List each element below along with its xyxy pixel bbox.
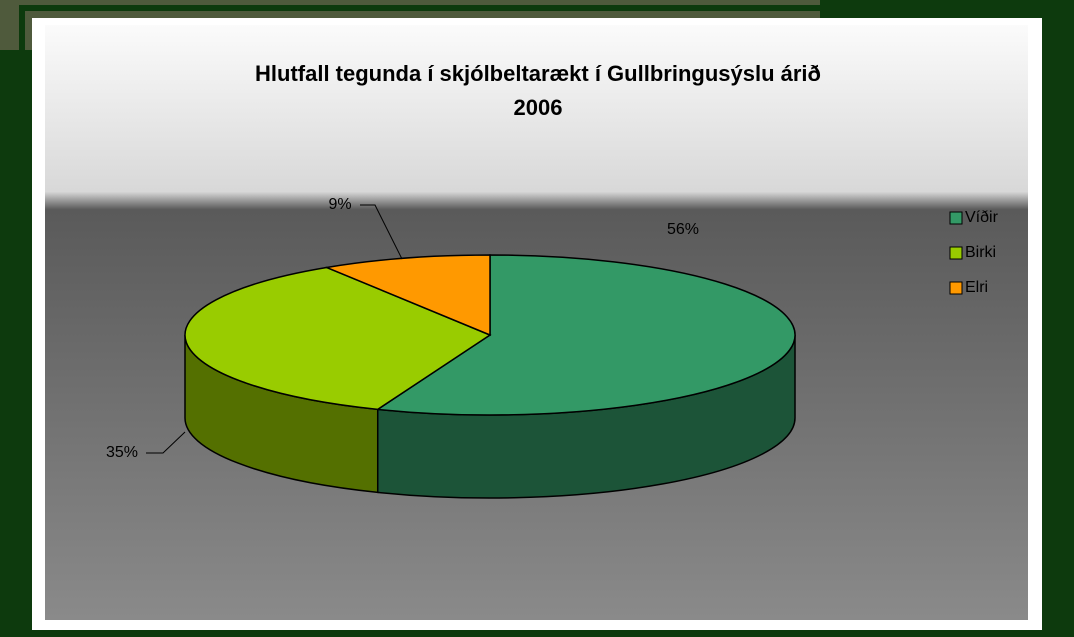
legend-swatch bbox=[950, 282, 962, 294]
title-line: 2006 bbox=[514, 95, 563, 120]
data-label: 35% bbox=[106, 444, 138, 461]
legend-label: Elri bbox=[965, 279, 988, 296]
legend-swatch bbox=[950, 212, 962, 224]
legend-label: Birki bbox=[965, 244, 996, 261]
data-label: 9% bbox=[328, 196, 351, 213]
legend-swatch bbox=[950, 247, 962, 259]
title-line: Hlutfall tegunda í skjólbeltarækt í Gull… bbox=[255, 61, 821, 86]
page: {"chart_data": {"type": "pie", "title": … bbox=[0, 0, 1074, 637]
chart: Hlutfall tegunda í skjólbeltarækt í Gull… bbox=[0, 0, 1074, 637]
legend-label: Víðir bbox=[965, 209, 999, 226]
data-label: 56% bbox=[667, 221, 699, 238]
